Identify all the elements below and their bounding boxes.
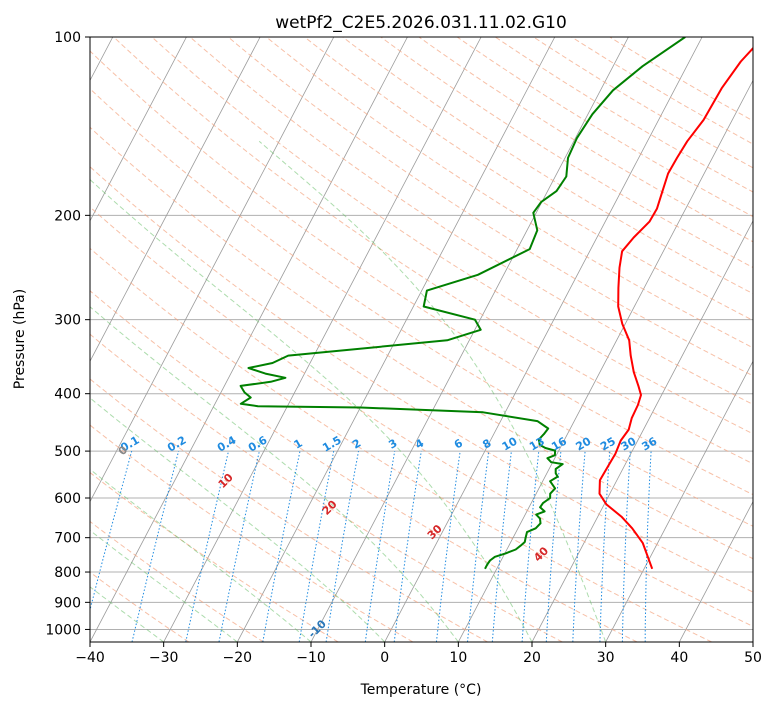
chart-title: wetPf2_C2E5.2026.031.11.02.G10 — [275, 13, 567, 33]
x-tick-label: 40 — [670, 650, 688, 666]
x-tick-label: 10 — [449, 650, 467, 666]
x-tick-label: −30 — [149, 650, 179, 666]
x-tick-label: 0 — [380, 650, 389, 666]
y-tick-label: 1000 — [45, 622, 81, 638]
y-tick-label: 800 — [54, 565, 81, 581]
x-axis-label: Temperature (°C) — [360, 682, 482, 698]
x-tick-label: 30 — [597, 650, 615, 666]
x-tick-label: 20 — [523, 650, 541, 666]
y-tick-label: 500 — [54, 444, 81, 460]
x-tick-label: −40 — [75, 650, 105, 666]
y-tick-label: 900 — [54, 595, 81, 611]
y-tick-label: 400 — [54, 387, 81, 403]
y-axis-label: Pressure (hPa) — [12, 289, 28, 389]
x-tick-label: −20 — [223, 650, 253, 666]
y-tick-label: 300 — [54, 313, 81, 329]
y-tick-label: 700 — [54, 531, 81, 547]
y-tick-label: 100 — [54, 30, 81, 46]
x-tick-label: 50 — [744, 650, 762, 666]
y-tick-label: 200 — [54, 208, 81, 224]
y-tick-label: 600 — [54, 491, 81, 507]
x-tick-label: −10 — [296, 650, 326, 666]
